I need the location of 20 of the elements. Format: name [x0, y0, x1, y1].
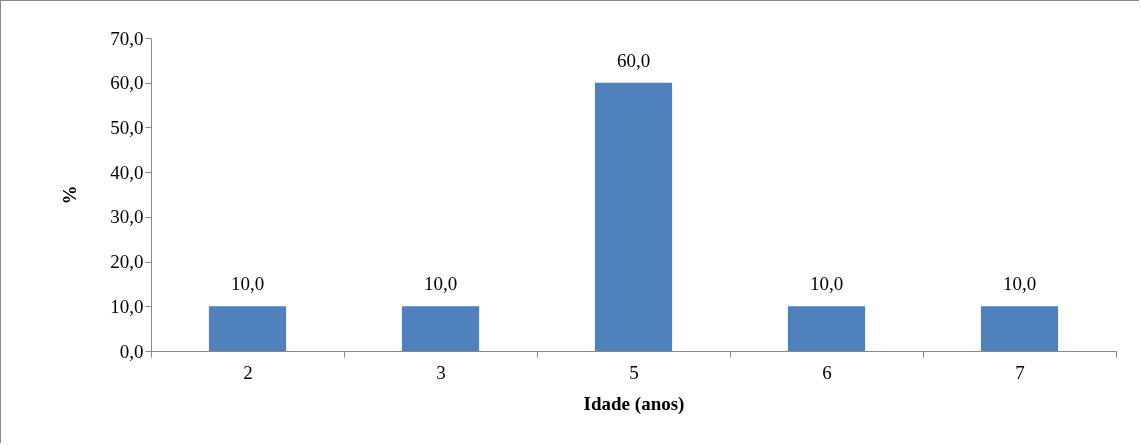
x-axis-title: Idade (anos) [583, 392, 685, 415]
y-tick-label: 0,0 [119, 340, 144, 362]
y-tick-label: 70,0 [110, 27, 144, 49]
data-label: 10,0 [1002, 273, 1037, 295]
data-label: 10,0 [809, 273, 844, 295]
data-label: 10,0 [230, 273, 265, 295]
y-tick-label: 10,0 [110, 295, 144, 317]
y-tick-label: 20,0 [110, 251, 144, 273]
y-tick-label: 40,0 [110, 161, 144, 183]
x-tick-label: 5 [629, 361, 639, 383]
y-tick-label: 60,0 [110, 72, 144, 94]
x-tick-label: 7 [1015, 361, 1025, 383]
y-axis-title: % [59, 185, 81, 205]
x-tick-label: 3 [436, 361, 446, 383]
y-tick-label: 30,0 [110, 206, 144, 228]
data-label: 60,0 [616, 49, 651, 71]
x-tick-label: 6 [822, 361, 832, 383]
y-tick-label: 50,0 [110, 116, 144, 138]
data-label: 10,0 [423, 273, 458, 295]
x-tick-label: 2 [243, 361, 253, 383]
